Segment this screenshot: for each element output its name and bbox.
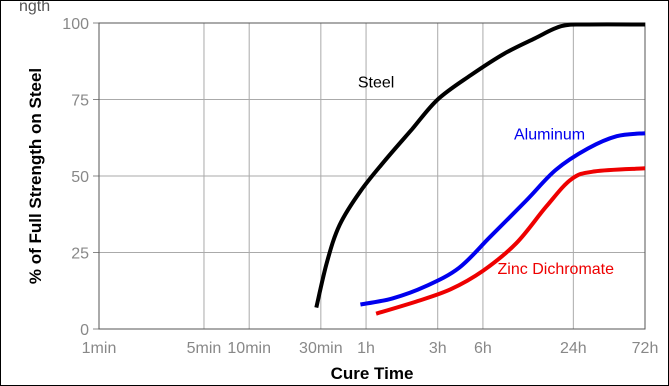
x-tick-label: 3h [429, 340, 447, 357]
y-axis-title: % of Full Strength on Steel [26, 68, 45, 284]
series-line-steel [314, 22, 646, 309]
series-line-aluminum [360, 131, 646, 307]
y-tick-label: 25 [71, 246, 89, 263]
series-annotations: Steel Aluminum Zinc Dichromate [358, 74, 614, 278]
chart-caption-fragment: ngth [19, 1, 50, 15]
series-line-zinc-dichromate [375, 166, 646, 316]
x-tick-label: 1h [357, 340, 375, 357]
y-tick-label: 100 [62, 16, 89, 33]
series-label-aluminum: Aluminum [514, 126, 585, 143]
x-tick-label: 24h [560, 340, 587, 357]
x-axis-title: Cure Time [331, 364, 414, 383]
series-lines [314, 22, 646, 316]
y-tick-labels: 0 25 50 75 100 [62, 16, 89, 339]
series-label-zinc-dichromate: Zinc Dichromate [498, 261, 615, 278]
x-tick-label: 10min [227, 340, 271, 357]
y-tick-label: 0 [80, 322, 89, 339]
x-tick-label: 72h [632, 340, 659, 357]
series-label-steel: Steel [358, 74, 394, 91]
y-tick-label: 50 [71, 169, 89, 186]
y-tick-label: 75 [71, 93, 89, 110]
x-tick-labels: 1min 5min 10min 30min 1h 3h 6h 24h 72h [82, 340, 659, 357]
x-tick-label: 6h [474, 340, 492, 357]
x-tick-label: 30min [299, 340, 343, 357]
x-tick-label: 5min [187, 340, 222, 357]
plot-border [98, 22, 646, 330]
x-tick-label: 1min [82, 340, 117, 357]
